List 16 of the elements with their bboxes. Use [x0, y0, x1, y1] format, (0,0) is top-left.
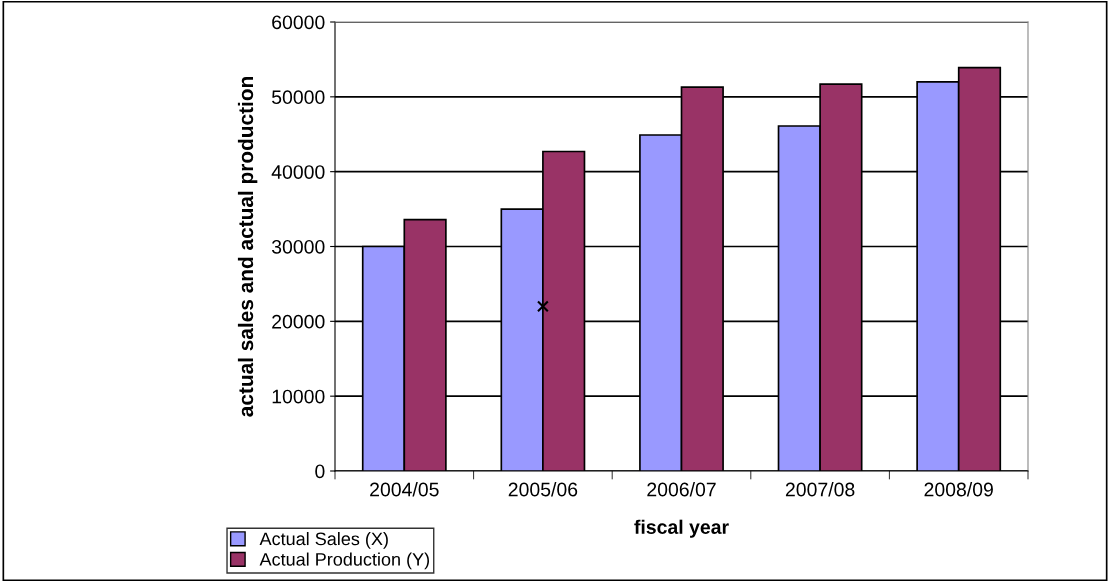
x-axis-title: fiscal year [634, 519, 729, 538]
y-axis-title: actual sales and actual production [237, 77, 258, 417]
x-tick-label: 2005/06 [508, 482, 578, 497]
x-tick-label: 2008/09 [924, 482, 993, 497]
y-tick-label: 0 [315, 464, 325, 479]
y-tick-label: 20000 [272, 314, 325, 329]
x-tick-label: 2006/07 [647, 482, 716, 497]
x-tick-label: 2007/08 [785, 482, 855, 497]
y-tick-label: 50000 [271, 90, 325, 105]
legend-label: Actual Production (Y) [259, 552, 430, 570]
y-tick-label: 60000 [272, 15, 325, 30]
legend-label: Actual Sales (X) [259, 531, 388, 549]
x-tick-label: 2004/05 [370, 482, 439, 497]
y-tick-label: 30000 [271, 239, 325, 254]
y-tick-label: 10000 [272, 389, 325, 404]
y-tick-label: 40000 [271, 165, 325, 179]
